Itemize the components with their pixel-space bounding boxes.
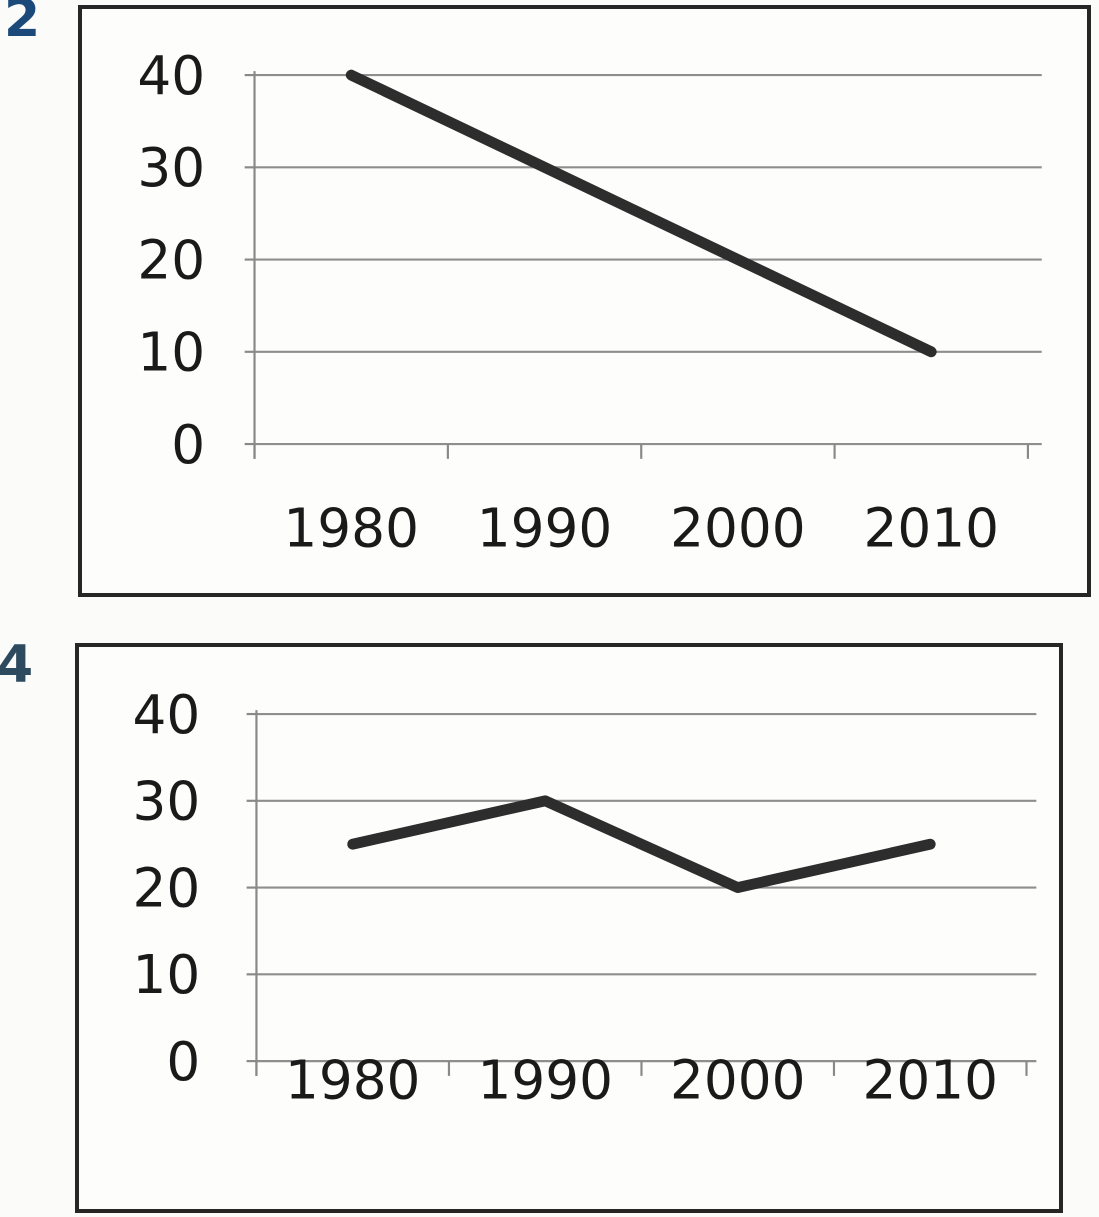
y-axis-tick-label: 0 [166,1031,200,1093]
data-line-item-2-series [345,69,937,358]
data-line-item-4-series [347,795,936,893]
item-number-2: 2 [4,0,41,49]
x-axis-tick-label: 2000 [670,498,806,560]
y-axis-tick-label: 10 [137,322,205,384]
y-axis-tick-label: 20 [137,229,205,291]
y-axis-tick-label: 20 [132,857,200,919]
line-chart-2: 0 10 20 30 40 1980 1990 2000 2010 [137,45,1042,560]
x-axis-tick-label: 1980 [285,1050,420,1112]
x-axis-tick-label: 2000 [670,1050,805,1112]
chart-4-frame: 0 10 20 30 40 1980 1990 2000 2010 [75,643,1063,1213]
y-axis-tick-label: 40 [137,45,205,107]
y-axis-tick-label: 30 [137,137,205,199]
x-axis-tick-label: 1990 [477,1050,612,1112]
item-number-4: 4 [0,635,34,695]
x-axis-tick-label: 1990 [477,498,613,560]
x-axis-tick-label: 2010 [863,498,999,560]
x-axis-tick-label: 1980 [283,498,419,560]
y-axis-tick-label: 0 [171,414,205,476]
line-chart-4: 0 10 20 30 40 1980 1990 2000 2010 [132,684,1037,1112]
x-axis-tick-label: 2010 [862,1050,997,1112]
y-axis-tick-label: 30 [132,771,200,833]
y-axis-tick-label: 10 [132,944,200,1006]
chart-2-frame: 0 10 20 30 40 1980 1990 2000 2010 [78,5,1091,597]
y-axis-tick-label: 40 [132,684,200,746]
